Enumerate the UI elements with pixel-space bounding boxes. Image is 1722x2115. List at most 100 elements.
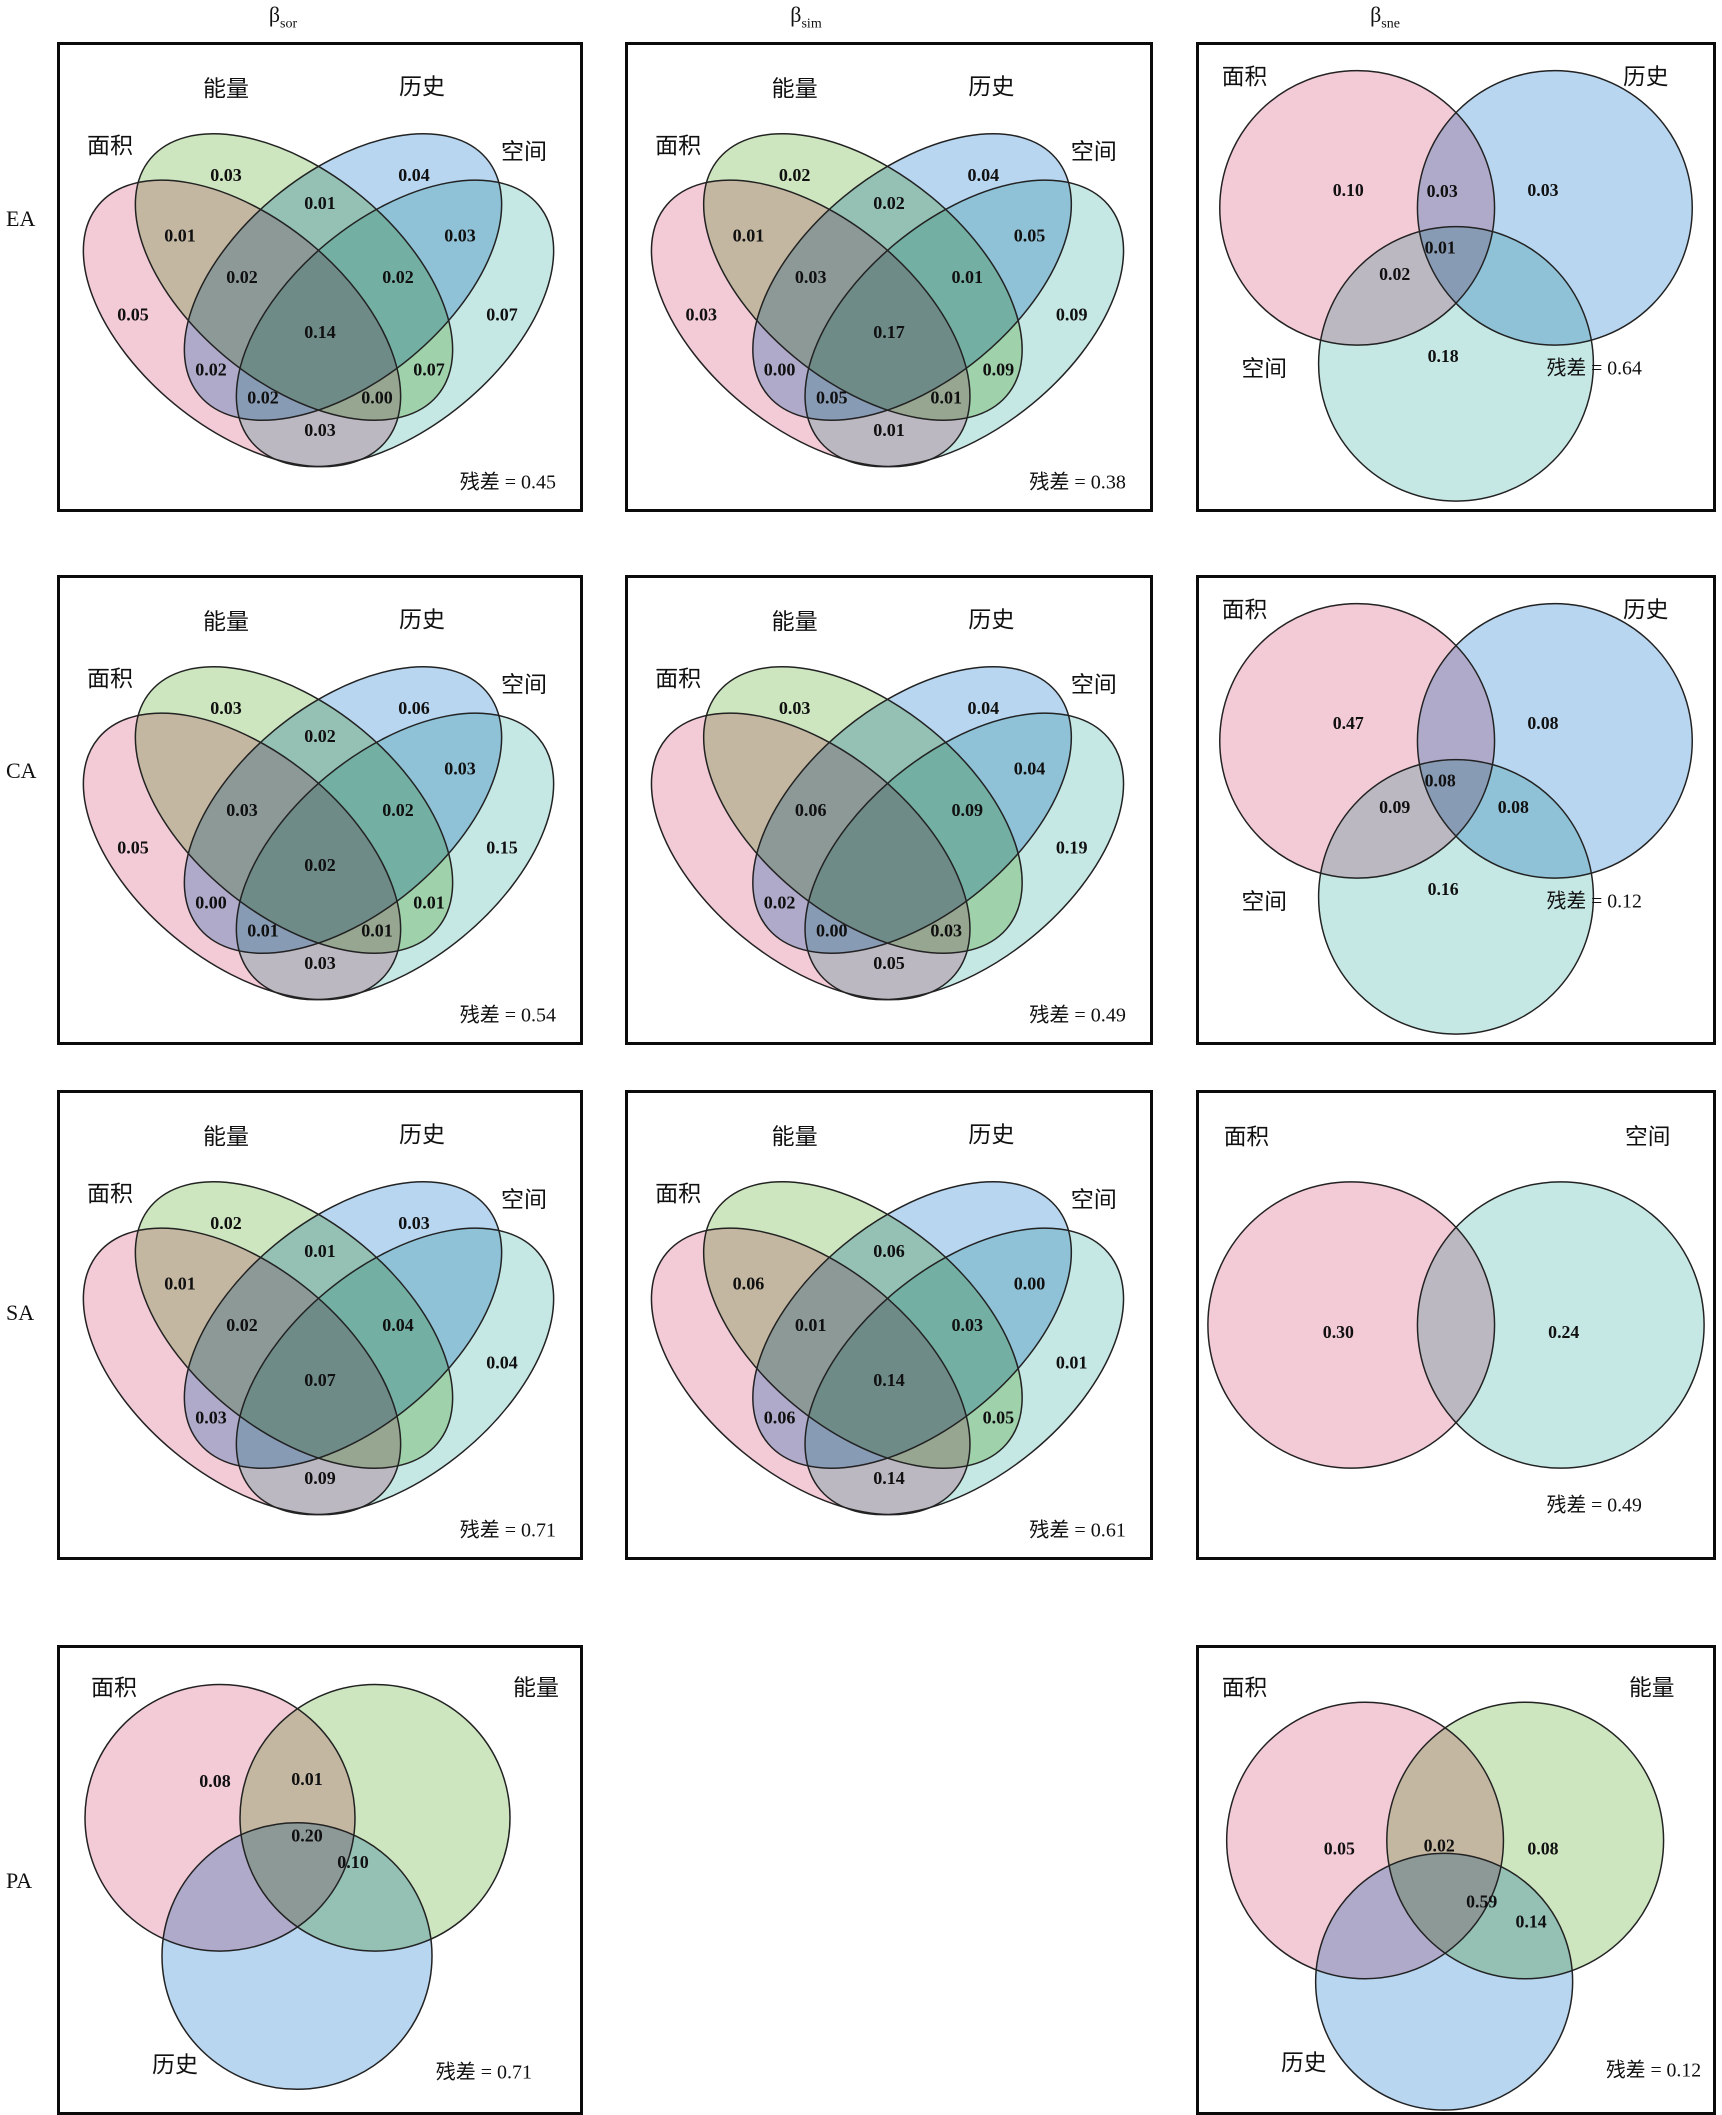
region-value-D: 0.09: [1056, 305, 1088, 325]
set-label-energy: 能量: [203, 76, 249, 101]
set-outline-energy: [134, 666, 454, 954]
set-label-history: 历史: [968, 1123, 1014, 1148]
set-label-area: 面积: [655, 1182, 701, 1207]
region-value-ABC: 0.08: [1425, 770, 1456, 790]
region-value-C: 0.04: [968, 165, 1000, 185]
residual-label: 残差 = 0.71: [436, 2062, 532, 2084]
set-label-history: 历史: [1623, 598, 1668, 623]
set-label-area: 面积: [655, 667, 701, 692]
region-value-ABC: 0.20: [291, 1826, 323, 1846]
region-value-ABD: 0.01: [361, 920, 393, 940]
panel-CA-bsor: 面积 能量 历史 空间 0.05 0.03 0.06 0.15 0.02 0.03 0.00 0.01…: [57, 575, 583, 1045]
region-value-ABC: 0.01: [795, 1315, 827, 1335]
column-header-bsim: βsim: [790, 2, 822, 32]
region-value-A: 0.47: [1333, 713, 1364, 733]
region-value-ABC: 0.03: [795, 267, 827, 287]
set-label-history: 历史: [152, 2053, 198, 2078]
set-outline-energy: [239, 1683, 511, 1952]
region-value-BD: 0.09: [983, 360, 1015, 380]
panel-SA-bsor: 面积 能量 历史 空间 0.02 0.03 0.04 0.01 0.01 0.03 0.09 0.02…: [57, 1090, 583, 1560]
region-value-BCD: 0.01: [951, 267, 983, 287]
region-value-BD: 0.01: [413, 893, 445, 913]
set-outline-space: [804, 712, 1125, 1001]
residual-label: 残差 = 0.71: [460, 1519, 556, 1541]
set-outline-space: [1317, 758, 1595, 1035]
set-outline-history: [752, 133, 1073, 421]
set-label-area: 面积: [1222, 1675, 1267, 1700]
region-value-ACD: 0.01: [247, 920, 279, 940]
column-header-bsne: βsne: [1370, 2, 1400, 32]
panel-EA-bsor: 面积 能量 历史 空间 0.05 0.03 0.04 0.07 0.01 0.01 0.03 0.02…: [57, 42, 583, 512]
set-label-area: 面积: [1222, 598, 1267, 623]
set-label-history: 历史: [399, 74, 445, 99]
set-shape-space: [236, 180, 554, 467]
region-value-AD: 0.09: [304, 1468, 336, 1488]
region-value-AB: 0.06: [733, 1274, 765, 1294]
region-value-B: 0.03: [210, 698, 242, 718]
set-outline-area: [1225, 1701, 1505, 1980]
row-label-CA: CA: [6, 758, 37, 783]
set-outline-history: [183, 133, 503, 421]
set-shape-space: [805, 180, 1124, 467]
panel-SA-bsim: 面积 能量 历史 空间 0.01 0.06 0.06 0.00 0.06 0.05 0.14 0.01…: [625, 1090, 1153, 1560]
set-shape-history: [162, 1822, 432, 2090]
region-value-AD: 0.03: [304, 420, 336, 440]
set-outline-space: [804, 179, 1125, 468]
column-header-bsor: βsor: [268, 2, 298, 32]
set-outline-space: [1416, 1181, 1705, 1469]
set-label-space: 空间: [1242, 357, 1287, 382]
residual-label: 残差 = 0.54: [460, 1004, 556, 1026]
region-value-AC: 0.00: [195, 893, 227, 913]
region-value-AC: 0.02: [195, 360, 227, 380]
set-outline-energy: [134, 133, 454, 421]
set-label-area: 面积: [87, 1182, 133, 1207]
set-label-history: 历史: [399, 607, 445, 632]
region-value-D: 0.15: [486, 838, 518, 858]
region-value-CD: 0.00: [1014, 1274, 1046, 1294]
region-value-ABCD: 0.07: [304, 1370, 336, 1390]
set-label-history: 历史: [968, 608, 1014, 633]
set-shape-space: [236, 713, 554, 1000]
set-outline-area: [650, 712, 971, 1001]
region-value-BC: 0.06: [873, 1241, 905, 1261]
region-value-ABD: 0.01: [930, 388, 962, 408]
set-label-area: 面积: [1224, 1124, 1269, 1149]
region-value-CD: 0.04: [1014, 759, 1046, 779]
region-value-C: 0.18: [1428, 346, 1459, 366]
row-label-PA: PA: [6, 1868, 33, 1893]
residual-label: 残差 = 0.12: [1606, 2059, 1701, 2081]
residual-label: 残差 = 0.64: [1547, 358, 1642, 380]
set-label-energy: 能量: [203, 1124, 249, 1149]
panel-CA-bsim: 面积 能量 历史 空间 0.03 0.04 0.19 0.04 0.02 0.05 0.06 0.09…: [625, 575, 1153, 1045]
set-label-area: 面积: [91, 1676, 137, 1701]
set-label-area: 面积: [655, 134, 701, 159]
region-value-ABCD: 0.14: [304, 322, 336, 342]
set-label-history: 历史: [968, 75, 1014, 100]
set-outline-area: [1219, 602, 1496, 879]
region-value-ABC: 0.02: [226, 1315, 258, 1335]
region-value-BC: 0.14: [1516, 1911, 1547, 1931]
region-value-ABD: 0.03: [930, 921, 962, 941]
region-value-ABC: 0.03: [226, 800, 258, 820]
region-value-B: 0.08: [1527, 713, 1558, 733]
panel-EA-bsne: 面积 历史 空间 0.10 0.03 0.03 0.01 0.02 0.18 残差 = 0.64: [1196, 42, 1716, 512]
region-value-C: 0.06: [398, 698, 430, 718]
region-value-A: 0.08: [199, 1771, 231, 1791]
set-label-energy: 能量: [772, 1125, 818, 1150]
set-outline-area: [82, 712, 402, 1001]
set-outline-space: [1317, 225, 1595, 502]
set-shape-area: [1207, 1181, 1495, 1469]
set-shape-space: [805, 713, 1124, 1000]
residual-label: 残差 = 0.49: [1029, 1003, 1126, 1026]
region-value-ABC: 0.01: [1425, 237, 1456, 257]
region-value-AB: 0.03: [1427, 181, 1458, 201]
set-label-space: 空间: [501, 1188, 547, 1213]
region-value-A: 0.05: [117, 838, 149, 858]
set-label-history: 历史: [1281, 2051, 1326, 2076]
region-value-ABC: 0.02: [226, 267, 258, 287]
